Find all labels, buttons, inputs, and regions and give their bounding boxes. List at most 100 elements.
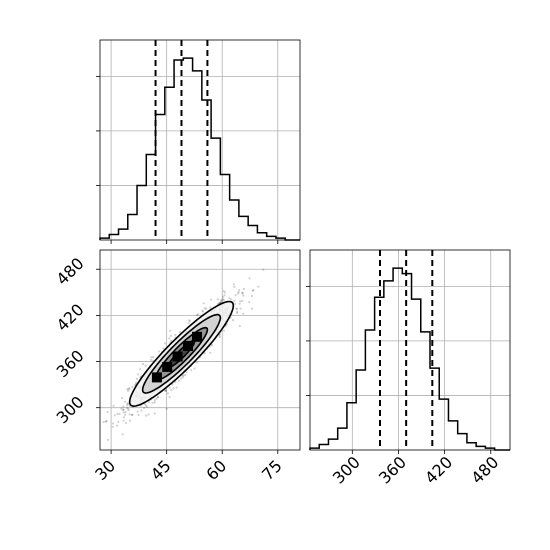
top-hist-panel xyxy=(96,39,301,244)
scatter-point xyxy=(235,307,238,310)
density-core-3 xyxy=(192,331,202,342)
scatter-point xyxy=(83,442,85,444)
scatter-point xyxy=(196,361,199,364)
right-hist-panel: 300 360 420 480 xyxy=(306,249,511,488)
scatter-point xyxy=(184,373,187,376)
scatter-point xyxy=(104,420,108,423)
scatter-point xyxy=(205,307,208,310)
scatter-point xyxy=(188,320,191,323)
scatter-point xyxy=(147,413,150,416)
scatter-point xyxy=(168,386,171,389)
scatter-point xyxy=(131,386,134,389)
scatter-point xyxy=(233,285,236,288)
scatter-point xyxy=(241,292,244,295)
scatter-point xyxy=(238,288,241,292)
scatter-point xyxy=(220,299,223,302)
scatter-point xyxy=(118,412,121,415)
scatter-point xyxy=(169,329,172,332)
scatter-point xyxy=(152,356,155,359)
scatter-point xyxy=(248,301,251,304)
scatter-point xyxy=(164,389,167,392)
scatter-point xyxy=(188,319,191,322)
scatter-point xyxy=(221,295,225,298)
right-hist-xtick-label-1: 360 xyxy=(375,453,410,488)
scatter-point xyxy=(197,313,200,316)
scatter-point xyxy=(116,412,119,416)
scatter-point xyxy=(190,369,193,372)
scatter-point xyxy=(127,409,130,412)
top-hist-histogram-step xyxy=(99,57,300,241)
scatter-point xyxy=(165,389,168,392)
scatter-point xyxy=(127,402,130,405)
scatter-point xyxy=(239,300,242,303)
scatter-point xyxy=(203,352,206,355)
scatter-point xyxy=(210,298,213,301)
contour-line-0 xyxy=(128,300,235,408)
scatter-point xyxy=(182,373,185,377)
scatter-point xyxy=(126,389,130,392)
scatter-point xyxy=(187,322,190,325)
joint-xtick-label-2: 60 xyxy=(202,456,230,484)
scatter-point xyxy=(126,406,129,409)
scatter-point xyxy=(164,389,167,392)
scatter-point xyxy=(121,396,124,400)
scatter-point xyxy=(222,290,225,293)
scatter-point xyxy=(241,291,244,294)
scatter-point xyxy=(172,387,175,390)
contour-line-3 xyxy=(167,340,196,368)
scatter-point xyxy=(153,399,156,402)
scatter-point xyxy=(201,309,204,312)
scatter-point xyxy=(218,335,222,339)
scatter-point xyxy=(136,410,139,413)
scatter-point xyxy=(209,351,212,354)
scatter-point xyxy=(102,420,105,424)
scatter-point xyxy=(175,386,178,389)
scatter-point xyxy=(128,419,132,422)
scatter-point xyxy=(124,410,127,414)
scatter-point xyxy=(237,291,240,294)
scatter-point xyxy=(120,407,123,410)
right-hist-xtick-label-2: 420 xyxy=(421,453,456,488)
scatter-point xyxy=(170,389,173,392)
scatter-point xyxy=(168,337,171,340)
scatter-point xyxy=(250,294,253,298)
scatter-point xyxy=(229,298,233,301)
scatter-point xyxy=(116,424,119,427)
scatter-point xyxy=(122,405,125,408)
scatter-point xyxy=(128,387,131,390)
scatter-point xyxy=(122,408,125,411)
top-hist-frame xyxy=(99,39,301,241)
scatter-point xyxy=(151,401,154,404)
scatter-point xyxy=(155,397,158,400)
scatter-point xyxy=(193,367,196,370)
scatter-point xyxy=(182,376,185,379)
scatter-point xyxy=(262,268,265,271)
scatter-point xyxy=(144,414,148,417)
scatter-point xyxy=(177,379,180,382)
joint-panel: 30 45 60 75 300 360 420 480 xyxy=(53,249,301,484)
scatter-point xyxy=(209,306,212,309)
scatter-point xyxy=(122,411,125,414)
scatter-point xyxy=(219,301,222,304)
scatter-point xyxy=(185,370,188,374)
scatter-point xyxy=(125,404,129,407)
scatter-point xyxy=(124,413,127,416)
right-hist-frame xyxy=(309,249,511,451)
scatter-point xyxy=(141,362,145,366)
scatter-point xyxy=(135,377,139,380)
scatter-point xyxy=(221,298,224,301)
scatter-point xyxy=(238,324,241,328)
joint-ytick-label-0: 300 xyxy=(53,392,88,427)
scatter-point xyxy=(203,307,206,310)
scatter-point xyxy=(174,333,177,336)
scatter-point xyxy=(210,344,213,347)
density-core-4 xyxy=(151,372,162,383)
scatter-point xyxy=(195,314,198,317)
joint-ytick-label-1: 360 xyxy=(53,346,88,381)
joint-xtick-label-1: 45 xyxy=(147,456,175,484)
scatter-point xyxy=(128,388,131,391)
scatter-point xyxy=(218,334,221,337)
scatter-point xyxy=(180,377,183,380)
scatter-point xyxy=(169,339,173,342)
scatter-point xyxy=(144,404,147,407)
